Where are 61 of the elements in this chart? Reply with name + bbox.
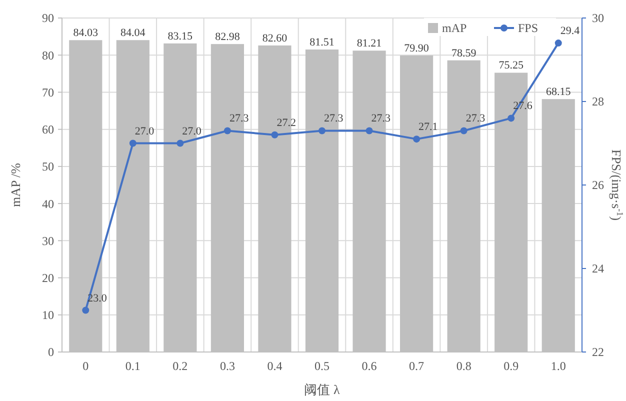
- point: [318, 127, 326, 134]
- point: [366, 127, 373, 134]
- x-tick-label: 0.5: [314, 359, 330, 373]
- y2-tick-label: 24: [592, 262, 604, 276]
- data-label: 27.3: [324, 112, 344, 125]
- x-tick-label: 0.7: [409, 359, 424, 373]
- legend-label: mAP: [442, 21, 467, 36]
- data-label: 78.59: [451, 47, 477, 60]
- point: [460, 127, 468, 134]
- data-label: 29.4: [560, 25, 580, 38]
- data-label: 27.3: [466, 112, 486, 125]
- y2-tick-label: 28: [592, 94, 604, 109]
- data-label: 68.15: [546, 86, 572, 98]
- y2-tick-label: 30: [592, 11, 604, 26]
- x-tick-label: 0.3: [220, 359, 235, 373]
- point: [224, 127, 231, 134]
- x-tick-label: 0.4: [267, 359, 282, 373]
- data-label: 82.60: [262, 32, 288, 44]
- x-tick-label: 0.1: [125, 359, 140, 373]
- x-tick-label: 0.9: [504, 359, 519, 373]
- data-label: 27.3: [371, 112, 392, 125]
- data-label: 27.0: [182, 125, 202, 138]
- y-tick-label: 50: [42, 160, 54, 174]
- data-label: 79.90: [404, 42, 430, 54]
- y-tick-label: 90: [42, 11, 54, 26]
- x-axis-title: 阈值 λ: [304, 382, 340, 397]
- data-label: 81.51: [310, 36, 334, 49]
- y-tick-label: 80: [42, 48, 54, 62]
- data-label: 84.04: [120, 27, 146, 40]
- y2-tick-label: 26: [592, 178, 604, 192]
- y-tick-label: 70: [42, 85, 54, 100]
- x-tick-label: 0.6: [362, 359, 377, 373]
- y-tick-label: 60: [42, 122, 54, 137]
- data-label: 27.2: [276, 116, 296, 129]
- point: [508, 114, 515, 122]
- y-tick-label: 40: [42, 196, 54, 211]
- data-label: 27.1: [418, 121, 438, 134]
- data-label: 27.0: [134, 125, 155, 138]
- point: [554, 40, 562, 47]
- data-label: 84.03: [73, 27, 99, 40]
- point: [129, 140, 136, 147]
- y2-tick-label: 22: [592, 345, 604, 360]
- data-label: 75.25: [498, 60, 524, 72]
- data-label: 81.21: [356, 38, 382, 50]
- data-label: 82.98: [215, 31, 240, 44]
- x-tick-label: 1.0: [550, 359, 566, 373]
- y-tick-label: 30: [42, 234, 54, 248]
- data-label: 83.15: [168, 30, 194, 42]
- data-label: 27.3: [229, 112, 250, 125]
- y-tick-label: 20: [42, 270, 54, 285]
- y-tick-label: 0: [48, 345, 54, 360]
- y-tick-label: 10: [42, 308, 54, 322]
- point: [176, 140, 184, 147]
- x-tick-label: 0: [82, 359, 89, 373]
- legend-label: FPS: [518, 21, 538, 36]
- x-tick-label: 0.8: [456, 359, 472, 373]
- point: [271, 131, 278, 138]
- point: [82, 306, 90, 314]
- y-axis-title: mAP /%: [8, 162, 23, 207]
- x-tick-label: 0.2: [172, 359, 188, 373]
- point: [413, 136, 420, 143]
